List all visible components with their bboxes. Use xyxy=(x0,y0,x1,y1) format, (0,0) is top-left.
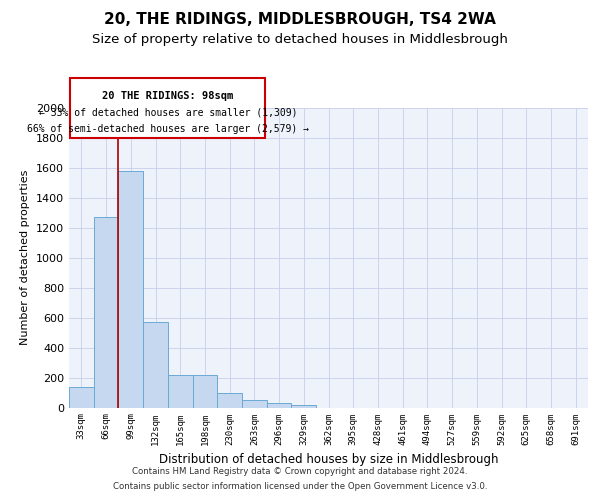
Bar xyxy=(292,405,316,407)
X-axis label: Distribution of detached houses by size in Middlesbrough: Distribution of detached houses by size … xyxy=(159,453,498,466)
Text: ← 33% of detached houses are smaller (1,309): ← 33% of detached houses are smaller (1,… xyxy=(38,107,297,117)
Bar xyxy=(168,374,193,408)
Bar xyxy=(193,374,217,408)
Text: 20, THE RIDINGS, MIDDLESBROUGH, TS4 2WA: 20, THE RIDINGS, MIDDLESBROUGH, TS4 2WA xyxy=(104,12,496,28)
Y-axis label: Number of detached properties: Number of detached properties xyxy=(20,170,31,345)
Bar xyxy=(94,217,118,408)
Text: 20 THE RIDINGS: 98sqm: 20 THE RIDINGS: 98sqm xyxy=(102,90,233,101)
Text: Contains HM Land Registry data © Crown copyright and database right 2024.: Contains HM Land Registry data © Crown c… xyxy=(132,467,468,476)
Bar xyxy=(70,78,265,138)
Bar xyxy=(242,400,267,407)
Text: Contains public sector information licensed under the Open Government Licence v3: Contains public sector information licen… xyxy=(113,482,487,491)
Bar xyxy=(69,386,94,407)
Bar xyxy=(118,170,143,408)
Text: Size of property relative to detached houses in Middlesbrough: Size of property relative to detached ho… xyxy=(92,32,508,46)
Bar xyxy=(143,322,168,408)
Bar xyxy=(267,404,292,407)
Bar xyxy=(217,393,242,407)
Text: 66% of semi-detached houses are larger (2,579) →: 66% of semi-detached houses are larger (… xyxy=(27,124,309,134)
